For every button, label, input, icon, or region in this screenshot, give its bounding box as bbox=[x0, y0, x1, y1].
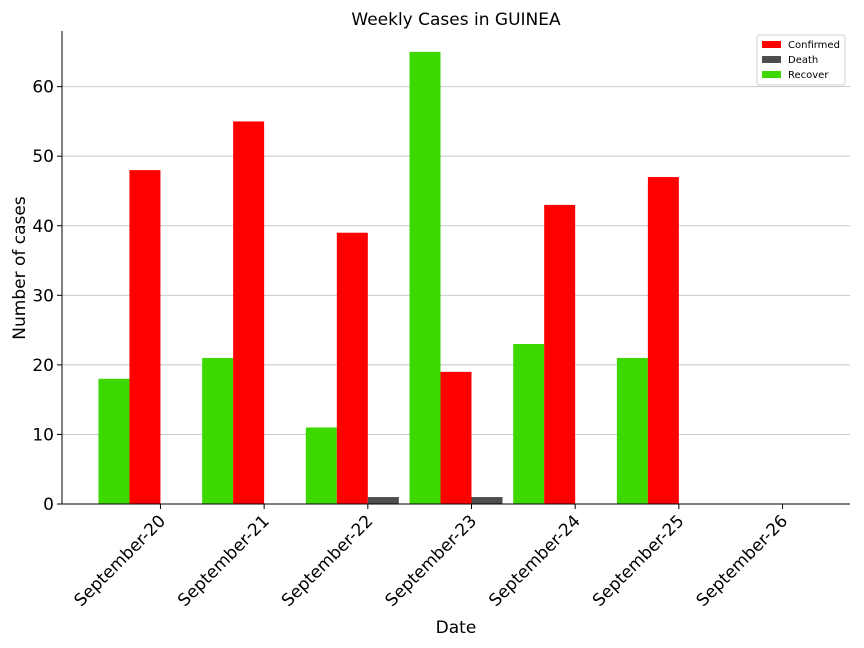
bar-confirmed bbox=[647, 177, 679, 504]
bar-death bbox=[367, 497, 399, 504]
bar-confirmed bbox=[233, 121, 265, 505]
bar-recover bbox=[409, 51, 441, 504]
legend-swatch bbox=[762, 56, 781, 63]
y-tick-label: 60 bbox=[32, 78, 54, 98]
x-tick-label: September-24 bbox=[485, 511, 584, 610]
y-tick-label: 20 bbox=[32, 356, 54, 376]
bar-death bbox=[471, 497, 503, 504]
legend-label: Recover bbox=[788, 70, 829, 81]
y-tick-label: 40 bbox=[32, 217, 54, 237]
legend-swatch bbox=[762, 71, 781, 78]
bar-recover bbox=[202, 357, 234, 504]
x-tick-label: September-22 bbox=[278, 511, 377, 610]
bar-confirmed bbox=[336, 232, 368, 504]
bar-recover bbox=[616, 357, 648, 504]
y-axis-label: Number of cases bbox=[10, 196, 30, 340]
x-tick-label: September-20 bbox=[71, 511, 170, 610]
bar-confirmed bbox=[544, 204, 576, 504]
bar-confirmed bbox=[440, 371, 472, 504]
legend-swatch bbox=[762, 41, 781, 48]
bar-recover bbox=[98, 378, 130, 504]
x-tick-label: September-25 bbox=[589, 511, 688, 610]
y-tick-labels: 0 10 20 30 40 50 60 bbox=[32, 78, 62, 515]
legend-label: Death bbox=[788, 55, 818, 66]
bars bbox=[98, 51, 679, 505]
axes bbox=[61, 31, 850, 505]
bar-confirmed bbox=[129, 170, 161, 504]
gridlines bbox=[62, 86, 850, 435]
bar-recover bbox=[305, 427, 337, 504]
y-tick-label: 0 bbox=[43, 495, 54, 515]
y-tick-label: 50 bbox=[32, 147, 54, 167]
bar-recover bbox=[513, 344, 545, 504]
x-tick-labels: September-20 September-21 September-22 Sept… bbox=[71, 504, 792, 611]
x-axis-label: Date bbox=[436, 618, 477, 638]
legend: Confirmed Death Recover bbox=[756, 34, 846, 86]
legend-label: Confirmed bbox=[788, 40, 840, 51]
x-tick-label: September-21 bbox=[174, 511, 273, 610]
chart-title: Weekly Cases in GUINEA bbox=[351, 10, 561, 30]
x-tick-label: September-26 bbox=[693, 511, 792, 610]
y-tick-label: 10 bbox=[32, 425, 54, 445]
x-tick-label: September-23 bbox=[382, 511, 481, 610]
y-tick-label: 30 bbox=[32, 286, 54, 306]
